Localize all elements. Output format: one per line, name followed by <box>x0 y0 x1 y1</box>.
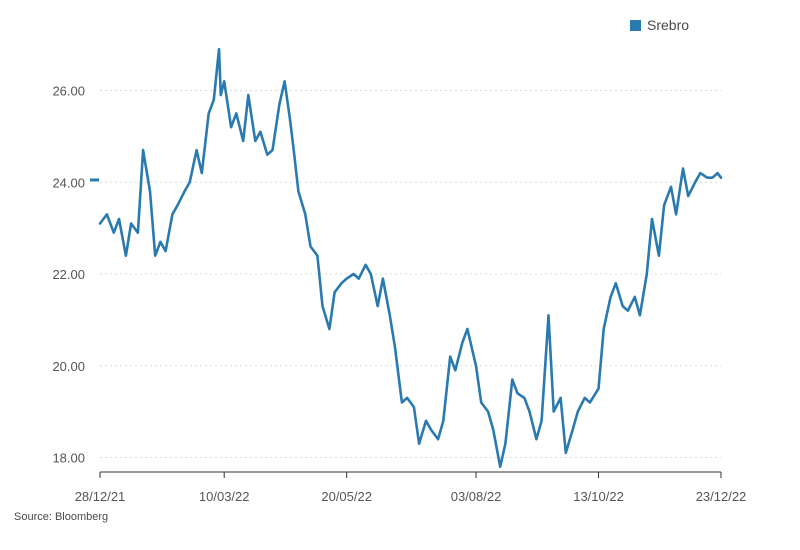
legend-swatch <box>630 19 641 31</box>
y-tick-label: 20.00 <box>52 359 85 374</box>
x-tick-label: 03/08/22 <box>451 489 502 504</box>
series-layer <box>98 47 723 469</box>
x-tick-label: 20/05/22 <box>321 489 372 504</box>
x-tick-label: 10/03/22 <box>199 489 250 504</box>
x-tick-label: 13/10/22 <box>573 489 624 504</box>
x-tick-label: 23/12/22 <box>696 489 747 504</box>
legend-label: Srebro <box>647 17 690 33</box>
x-tick-label: 28/12/21 <box>75 489 126 504</box>
y-tick-label: 18.00 <box>52 451 85 466</box>
legend: Srebro <box>630 17 689 33</box>
y-tick-label: 26.00 <box>52 84 85 99</box>
source-note: Source: Bloomberg <box>14 511 109 523</box>
grid-layer <box>100 90 721 458</box>
series-line-srebro <box>98 47 723 469</box>
y-tick-label: 22.00 <box>52 267 85 282</box>
y-tick-label: 24.00 <box>52 175 85 190</box>
axis-layer: 18.00 20.00 22.00 24.00 26.00 28/12/21 10/03/2… <box>52 84 746 505</box>
